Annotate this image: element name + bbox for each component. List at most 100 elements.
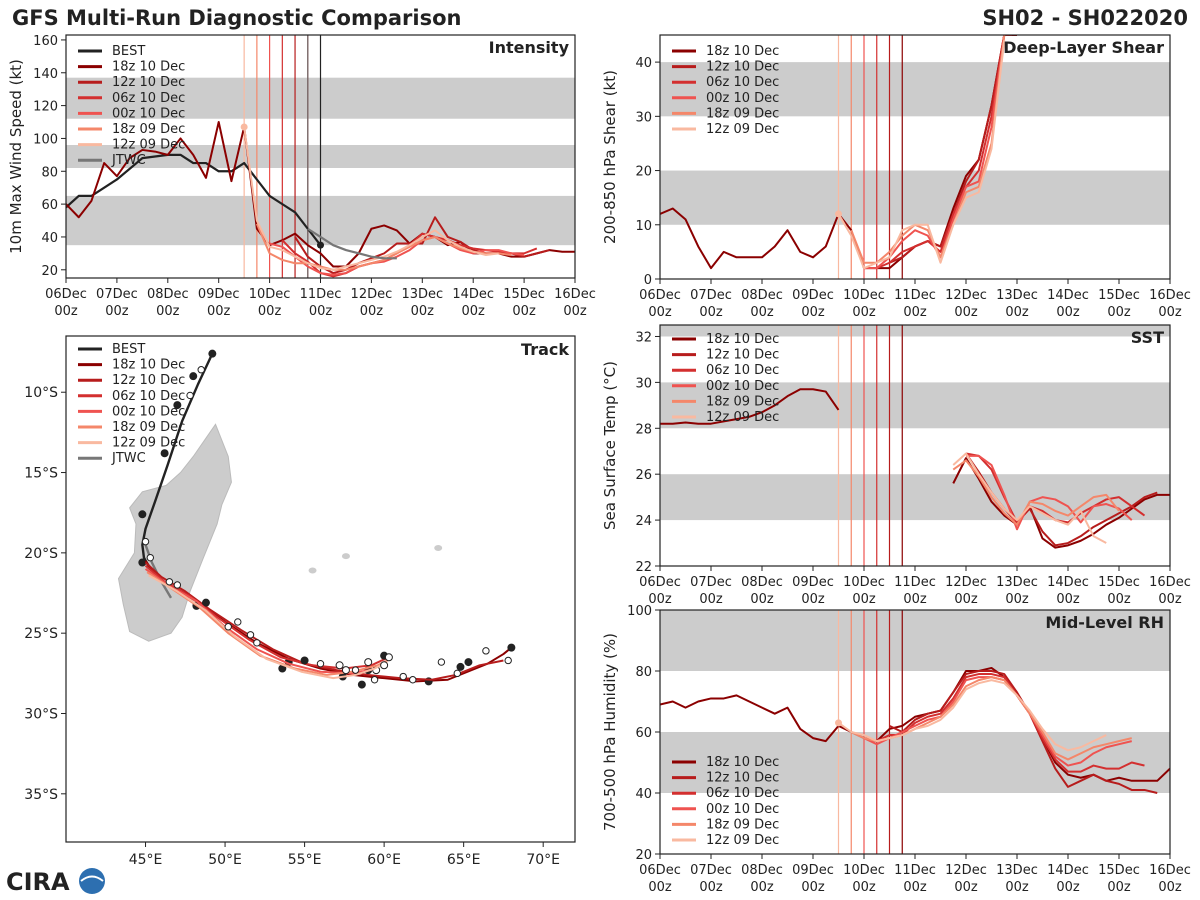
sst-legend-label: 00z 10 Dec [706, 379, 779, 394]
intensity-line-12z-09-dec [243, 126, 499, 271]
shear-xtick-label: 08Dec [741, 288, 783, 303]
rh-ytick-label: 20 [635, 848, 652, 863]
track-open-marker [197, 366, 205, 374]
sst-xtick-label: 16Dec [1149, 575, 1191, 590]
shear-shade-band [660, 62, 1170, 117]
rh-xtick-sub: 00z [648, 880, 672, 895]
shear-xtick-label: 09Dec [792, 288, 834, 303]
island [341, 553, 350, 560]
shear-xtick-label: 12Dec [945, 288, 987, 303]
rh-legend-label: 12z 10 Dec [706, 771, 779, 786]
rh-xtick-label: 13Dec [996, 863, 1038, 878]
sst-xtick-label: 14Dec [1047, 575, 1089, 590]
track-open-marker [141, 537, 150, 546]
track-position-marker [357, 680, 366, 689]
rh-xtick-label: 12Dec [945, 863, 987, 878]
rh-xtick-label: 09Dec [792, 863, 834, 878]
sst-shade-band [660, 325, 1170, 337]
rh-xtick-label: 06Dec [639, 863, 681, 878]
sst-xtick-sub: 00z [801, 592, 825, 607]
track-open-marker [165, 578, 174, 586]
sst-xtick-sub: 00z [1107, 592, 1131, 607]
sst-xtick-label: 10Dec [843, 575, 885, 590]
rh-xtick-sub: 00z [1107, 880, 1131, 895]
track-open-marker [504, 656, 512, 665]
rh-ytick-label: 80 [635, 665, 652, 680]
shear-ytick-label: 20 [635, 165, 652, 180]
intensity-xtick-sub: 00z [258, 304, 282, 319]
shear-legend-label: 00z 10 Dec [706, 91, 779, 106]
shear-title: Deep-Layer Shear [1003, 38, 1164, 57]
sst-legend-label: 18z 09 Dec [706, 394, 779, 409]
track-title: Track [521, 340, 569, 359]
intensity-xtick-sub: 00z [207, 304, 231, 319]
sst-ytick-label: 22 [635, 560, 652, 575]
rh-xtick-label: 08Dec [741, 863, 783, 878]
sst-xtick-label: 11Dec [894, 575, 936, 590]
track-position-marker [507, 643, 516, 652]
shear-series-group [660, 35, 1017, 270]
intensity-legend-label: 00z 10 Dec [112, 106, 185, 121]
rh-xtick-sub: 00z [954, 880, 978, 895]
sst-shade-band [660, 474, 1170, 521]
rh-start-marker [835, 719, 842, 727]
intensity-xtick-sub: 00z [512, 304, 536, 319]
shear-xtick-sub: 00z [648, 305, 672, 320]
track-position-marker [456, 662, 465, 671]
rh-xtick-label: 16Dec [1149, 863, 1191, 878]
sst-xtick-label: 06Dec [639, 575, 681, 590]
shear-xtick-sub: 00z [852, 305, 876, 320]
shear-ytick-label: 40 [635, 56, 652, 71]
track-legend-label: 12z 10 Dec [112, 373, 185, 388]
rh-xtick-label: 11Dec [894, 863, 936, 878]
track-position-marker [464, 658, 473, 667]
logo-text: CIRA [6, 868, 70, 896]
track-line-12z-09-dec [148, 574, 388, 680]
shear-xtick-label: 14Dec [1047, 288, 1089, 303]
sst-plot-bg [660, 325, 1170, 566]
sst-title: SST [1131, 328, 1164, 347]
track-ytick-label: 35°S [24, 787, 58, 803]
track-legend-label: 12z 09 Dec [112, 436, 185, 451]
shear-ylabel: 200-850 hPa Shear (kt) [601, 70, 619, 244]
track-position-marker [160, 449, 169, 458]
sst-xtick-sub: 00z [903, 592, 927, 607]
island [308, 567, 317, 574]
intensity-xtick-label: 13Dec [401, 287, 443, 302]
sst-xtick-label: 12Dec [945, 575, 987, 590]
sst-xtick-label: 09Dec [792, 575, 834, 590]
intensity-ytick-label: 80 [41, 165, 58, 180]
shear-legend-label: 12z 09 Dec [706, 122, 779, 137]
intensity-ytick-label: 60 [41, 198, 58, 213]
sst-line-12z-09-dec [952, 452, 1107, 544]
track-legend-label: 18z 09 Dec [112, 420, 185, 435]
shear-ytick-label: 10 [635, 219, 652, 234]
sst-xtick-label: 13Dec [996, 575, 1038, 590]
shear-shade-band [660, 170, 1170, 225]
intensity-line-jtwc [307, 227, 397, 260]
track-open-marker [409, 676, 417, 684]
track-line-06z-10-dec [144, 564, 393, 670]
track-open-marker [399, 672, 407, 681]
sst-xtick-sub: 00z [648, 592, 672, 607]
logo-globe-icon [79, 868, 105, 894]
sst-legend-label: 06z 10 Dec [706, 363, 779, 378]
shear-xtick-sub: 00z [903, 305, 927, 320]
shear-legend-label: 18z 09 Dec [706, 106, 779, 121]
track-ytick-label: 20°S [24, 546, 58, 562]
sst-xtick-sub: 00z [1056, 592, 1080, 607]
intensity-ytick-label: 120 [33, 100, 58, 115]
intensity-xtick-sub: 00z [309, 304, 333, 319]
track-xtick-label: 60°E [367, 852, 401, 868]
track-open-marker [253, 639, 261, 647]
intensity-xtick-label: 07Dec [96, 287, 138, 302]
sst-legend-label: 12z 10 Dec [706, 348, 779, 363]
track-legend-label: JTWC [111, 451, 146, 466]
sst-xtick-sub: 00z [1005, 592, 1029, 607]
track-position-marker [208, 349, 217, 358]
track-open-marker [453, 669, 461, 678]
shear-xtick-sub: 00z [1107, 305, 1131, 320]
sst-xtick-sub: 00z [954, 592, 978, 607]
intensity-xtick-sub: 00z [105, 304, 129, 319]
